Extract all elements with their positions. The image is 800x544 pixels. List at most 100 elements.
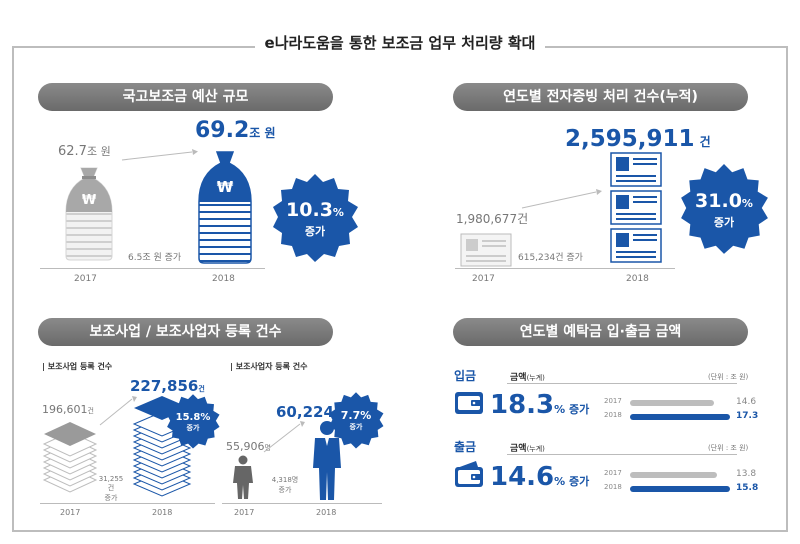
evidence-growth-arrow [521, 189, 602, 209]
withdraw-divider [507, 454, 737, 455]
withdraw-amount-label: 금액(누계) [510, 441, 545, 454]
projects-label: | 보조사업 등록 건수 [42, 362, 113, 371]
budget-increase: 6.5조 원 증가 [128, 253, 182, 263]
deposit-amount-label: 금액(누계) [510, 370, 545, 383]
operators-badge-label: 증가 [349, 423, 363, 431]
withdraw-pct: 14.6% 증가 [490, 462, 589, 492]
page-title: e나라도움을 통한 보조금 업무 처리량 확대 [0, 32, 800, 53]
open-wallet-icon [455, 461, 483, 487]
operators-2017-number: 55,906 [226, 440, 265, 453]
evidence-year-2017: 2017 [472, 274, 495, 284]
evidence-badge-value: 31.0% [695, 191, 753, 214]
projects-2018-number: 227,856 [130, 377, 199, 395]
evidence-badge-number: 31.0 [695, 189, 742, 212]
withdraw-bar-value-2018: 15.8 [736, 483, 759, 493]
deposit-bar-value-2017: 14.6 [736, 397, 757, 407]
document-stack-2018-icon [610, 152, 662, 263]
withdraw-unit-note: (단위 : 조 원) [708, 444, 749, 452]
withdraw-bar-value-2017: 13.8 [736, 469, 757, 479]
deposits-header: 연도별 예탁금 입·출금 금액 [453, 318, 748, 346]
budget-badge-unit: % [332, 205, 344, 219]
operator-2017-person-icon [233, 455, 253, 499]
withdraw-pct-number: 14.6 [490, 462, 555, 492]
svg-text:₩: ₩ [82, 193, 97, 208]
projects-2017-suffix: 건 [87, 407, 94, 415]
withdraw-bar-year-2018: 2018 [604, 483, 622, 491]
deposit-label: 입금 [454, 369, 477, 383]
operators-2017-suffix: 명 [264, 444, 271, 452]
evidence-badge-label: 증가 [713, 215, 735, 229]
outer-frame [12, 46, 788, 532]
withdraw-pct-suffix: % 증가 [554, 475, 590, 488]
operators-increase: 4,318명 증가 [268, 475, 302, 495]
projects-growth-arrow [99, 396, 137, 426]
deposit-amount-label-text: 금액 [510, 373, 527, 383]
budget-2017-unit: 조 원 [86, 145, 111, 158]
evidence-badge-unit: % [741, 196, 753, 210]
projects-2018-suffix: 건 [198, 385, 205, 393]
operators-growth-badge: 7.7% 증가 [326, 391, 386, 451]
operators-baseline [222, 503, 382, 504]
budget-year-2018: 2018 [212, 274, 235, 284]
evidence-baseline [455, 268, 675, 269]
projects-increase-label: 증가 [104, 494, 118, 502]
money-bag-2017-icon: ₩ [65, 167, 113, 261]
badge-burst-shape [681, 164, 768, 254]
projects-increase: 31,255건 증가 [96, 475, 126, 503]
badge-burst-shape [273, 174, 358, 262]
budget-header: 국고보조금 예산 규모 [38, 83, 333, 111]
deposit-divider [507, 383, 737, 384]
operators-year-2017: 2017 [234, 508, 255, 517]
budget-2018-unit: 조 원 [249, 126, 276, 140]
withdraw-bar-year-2017: 2017 [604, 469, 622, 477]
projects-increase-value: 31,255건 [98, 475, 124, 492]
budget-baseline [40, 268, 265, 269]
deposit-bar-year-2017: 2017 [604, 397, 622, 405]
deposit-pct-number: 18.3 [490, 390, 555, 420]
deposit-bar-2017 [630, 400, 714, 406]
budget-badge-value: 10.3% [286, 200, 344, 223]
operators-increase-value: 4,318명 [271, 476, 299, 484]
evidence-increase: 615,234건 증가 [518, 253, 583, 263]
budget-2017-number: 62.7 [58, 144, 87, 159]
operators-year-2018: 2018 [316, 508, 337, 517]
budget-growth-arrow [121, 149, 198, 161]
budget-year-2017: 2017 [74, 274, 97, 284]
withdraw-bar-2018 [630, 486, 730, 492]
operators-growth-arrow [263, 421, 305, 453]
wallet-icon [455, 392, 483, 414]
deposit-pct-suffix: % 증가 [554, 403, 590, 416]
projects-2018-value: 227,856건 [130, 377, 205, 395]
projects-growth-badge: 15.8% 증가 [164, 393, 222, 451]
deposit-amount-suffix: (누계) [526, 374, 545, 382]
operators-2018-number: 60,224 [276, 403, 334, 421]
badge-burst-shape [167, 394, 220, 449]
evidence-2018-unit: 건 [699, 135, 711, 149]
page-title-text: e나라도움을 통한 보조금 업무 처리량 확대 [254, 34, 546, 52]
deposit-bar-year-2018: 2018 [604, 411, 622, 419]
badge-burst-shape [329, 392, 384, 449]
deposit-bar-2018 [630, 414, 730, 420]
deposit-bar-value-2018: 17.3 [736, 411, 759, 421]
operators-2017-value: 55,906명 [226, 440, 271, 453]
projects-badge-label: 증가 [186, 423, 200, 432]
operators-label: | 보조사업자 등록 건수 [230, 362, 308, 371]
projects-2017-value: 196,601건 [42, 403, 94, 416]
evidence-growth-badge: 31.0% 증가 [676, 162, 772, 258]
evidence-2017-value: 1,980,677건 [456, 212, 529, 226]
deposit-unit-note: (단위 : 조 원) [708, 373, 749, 381]
withdraw-amount-label-text: 금액 [510, 444, 527, 454]
document-2017-icon [460, 233, 512, 267]
budget-badge-number: 10.3 [286, 198, 333, 221]
budget-2017-value: 62.7조 원 [58, 143, 111, 159]
evidence-2018-number: 2,595,911 [565, 126, 695, 152]
projects-year-2018: 2018 [152, 508, 173, 517]
budget-badge-label: 증가 [304, 224, 326, 238]
projects-badge-value: 15.8% [175, 411, 211, 423]
operators-label-text: 보조사업자 등록 건수 [235, 362, 308, 371]
withdraw-amount-suffix: (누계) [526, 445, 545, 453]
withdraw-label: 출금 [454, 440, 477, 454]
budget-2018-number: 69.2 [195, 118, 250, 143]
svg-text:₩: ₩ [217, 178, 234, 196]
evidence-2018-value: 2,595,911 건 [565, 126, 711, 152]
